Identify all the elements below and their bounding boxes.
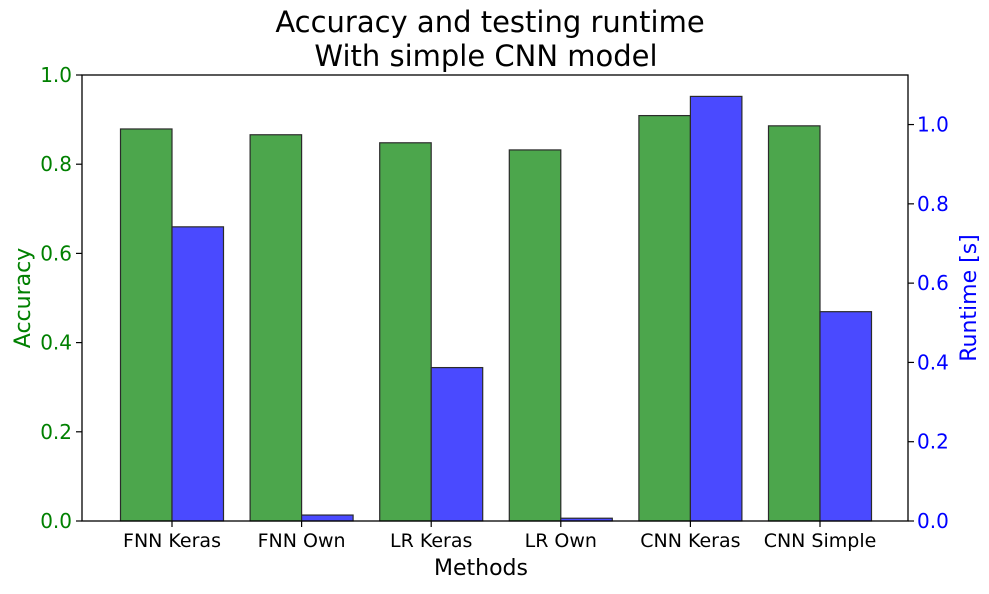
x-tick-label: CNN Simple <box>764 530 877 552</box>
accuracy-bar-1 <box>249 134 303 522</box>
x-tick-label: LR Keras <box>390 530 472 552</box>
runtime-bar-0 <box>171 226 225 522</box>
left-tick-label: 0.6 <box>40 241 72 265</box>
right-tick-label: 0.4 <box>917 350 949 374</box>
x-tick-label: LR Own <box>525 530 597 552</box>
runtime-bar-4 <box>689 95 743 522</box>
left-tick-label: 0.4 <box>40 331 72 355</box>
plot-frame <box>81 74 909 522</box>
x-tick-label: FNN Keras <box>123 530 221 552</box>
chart-title-line2: With simple CNN model <box>314 39 657 73</box>
x-axis-label: Methods <box>434 556 528 581</box>
axes-layer: 0.0 0.2 0.4 0.6 0.8 1.0 0.0 0.2 0.4 0.6 0.8 1.0 FNN … <box>40 63 949 552</box>
right-tick-label: 0.0 <box>917 509 949 533</box>
left-tick-label: 1.0 <box>40 63 72 87</box>
accuracy-bar-2 <box>379 142 432 522</box>
left-tick-label: 0.2 <box>40 420 72 444</box>
right-tick-label: 0.6 <box>917 271 949 295</box>
x-tick-label: CNN Keras <box>640 530 740 552</box>
right-axis-label: Runtime [s] <box>957 234 982 362</box>
runtime-bar-5 <box>819 311 873 522</box>
accuracy-bar-4 <box>638 114 692 522</box>
left-tick-label: 0.0 <box>40 509 72 533</box>
left-tick-label: 0.8 <box>40 152 72 176</box>
right-tick-label: 0.8 <box>917 192 949 216</box>
right-tick-label: 0.2 <box>917 430 949 454</box>
runtime-bar-2 <box>430 366 484 522</box>
accuracy-bar-0 <box>119 128 173 522</box>
chart-title-line1: Accuracy and testing runtime <box>275 5 704 39</box>
left-axis-label: Accuracy <box>11 248 36 348</box>
runtime-bar-1 <box>301 514 354 522</box>
accuracy-bar-5 <box>767 125 821 522</box>
accuracy-bar-3 <box>508 149 562 522</box>
x-tick-label: FNN Own <box>258 530 346 552</box>
bars-layer <box>119 95 873 522</box>
right-tick-label: 1.0 <box>917 113 949 137</box>
